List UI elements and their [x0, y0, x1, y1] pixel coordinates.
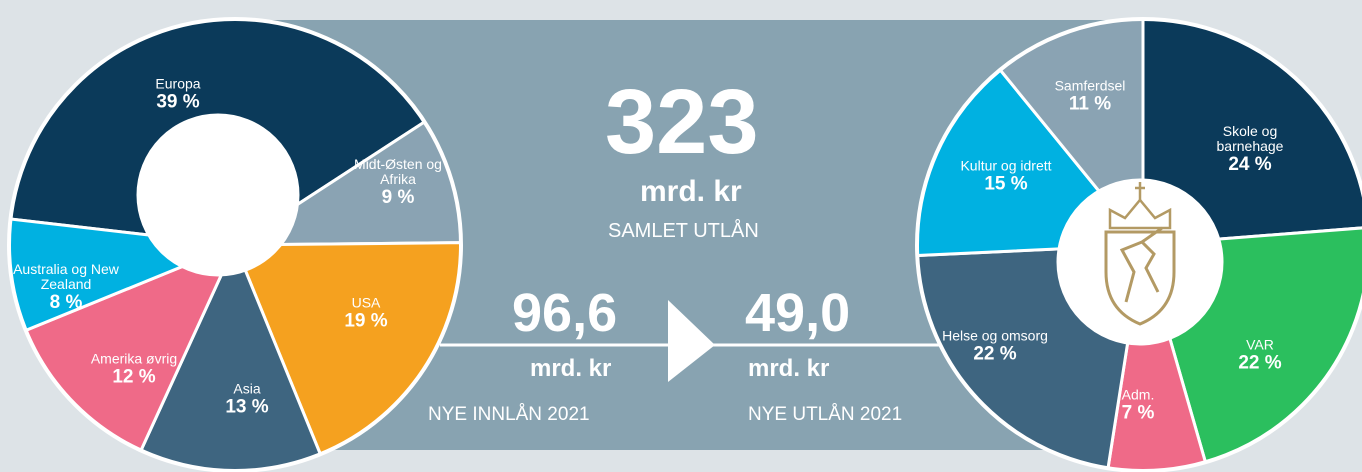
pie-outline — [915, 17, 1362, 472]
value-label: 24 % — [1228, 154, 1272, 175]
category-name: Amerika øvrig — [90, 350, 178, 367]
pie-outline — [7, 17, 463, 472]
flow-arrow — [668, 300, 715, 382]
value-label: 8 % — [49, 292, 83, 313]
value-label: 15 % — [984, 173, 1028, 195]
emblem-lion — [1119, 226, 1163, 303]
slice-label: Australia og New Zealand 8 % — [6, 262, 126, 314]
emblem-shield — [1104, 230, 1176, 326]
category-name: Europa — [155, 75, 201, 92]
category-name: Asia — [233, 380, 261, 397]
inflow-label: NYE INNLÅN 2021 — [428, 404, 590, 425]
category-name: Helse og omsorg — [942, 327, 1048, 344]
category-name: USA — [351, 294, 381, 311]
slice-label: USA 19 % — [306, 294, 426, 333]
value-label: 22 % — [1238, 352, 1282, 374]
category-name: Australia og New Zealand — [13, 261, 119, 292]
emblem-crown — [1108, 198, 1172, 230]
value-label: 12 % — [112, 366, 156, 388]
category-name: Midt-Østen og Afrika — [354, 156, 442, 187]
inflow-unit: mrd. kr — [530, 355, 612, 382]
slice-label: Amerika øvrig 12 % — [74, 350, 194, 389]
slice-label: VAR 22 % — [1200, 336, 1320, 375]
total-value: 323 — [605, 71, 759, 173]
category-name: Kultur og idrett — [960, 157, 1052, 174]
slice-label: Europa 39 % — [118, 75, 238, 114]
slice-label: Helse og omsorg 22 % — [935, 327, 1055, 366]
slice-label: Midt-Østen og Afrika 9 % — [338, 157, 458, 209]
value-label: 13 % — [225, 396, 269, 418]
category-name: Skole og barnehage — [1216, 123, 1284, 154]
donut-hole — [136, 113, 300, 277]
value-label: 39 % — [156, 91, 200, 113]
outflow-unit: mrd. kr — [748, 355, 830, 382]
outflow-label: NYE UTLÅN 2021 — [748, 404, 903, 425]
total-label: SAMLET UTLÅN — [608, 220, 759, 242]
outflow-value: 49,0 — [745, 283, 851, 343]
slice-label: Kultur og idrett 15 % — [946, 157, 1066, 196]
value-label: 7 % — [1121, 402, 1155, 424]
value-label: 19 % — [344, 310, 388, 332]
slice-label: Asia 13 % — [187, 380, 307, 419]
category-name: Samferdsel — [1054, 77, 1126, 94]
inflow-value: 96,6 — [512, 283, 618, 343]
category-name: VAR — [1246, 336, 1274, 353]
value-label: 11 % — [1068, 93, 1112, 115]
value-label: 22 % — [973, 343, 1017, 365]
value-label: 9 % — [381, 187, 415, 208]
slice-label: Adm. 7 % — [1078, 386, 1198, 425]
category-name: Adm. — [1121, 386, 1155, 403]
donut-hole — [1056, 178, 1224, 346]
slice-label: Samferdsel 11 % — [1030, 77, 1150, 116]
slice-label: Skole og barnehage 24 % — [1190, 124, 1310, 176]
total-unit: mrd. kr — [640, 175, 742, 208]
